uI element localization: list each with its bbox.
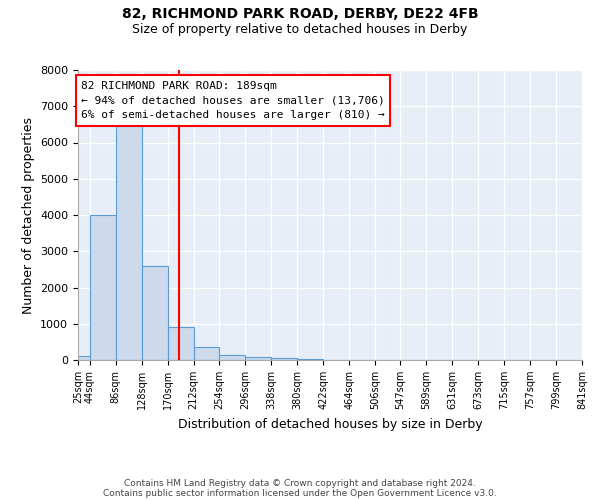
Bar [78, 356, 90, 360]
Bar [245, 357, 271, 360]
Text: 82 RICHMOND PARK ROAD: 189sqm
← 94% of detached houses are smaller (13,706)
6% o: 82 RICHMOND PARK ROAD: 189sqm ← 94% of d… [81, 81, 385, 120]
Bar [167, 328, 193, 360]
Text: Contains public sector information licensed under the Open Government Licence v3: Contains public sector information licen… [103, 488, 497, 498]
Bar [220, 354, 245, 360]
X-axis label: Distribution of detached houses by size in Derby: Distribution of detached houses by size … [178, 418, 482, 430]
Bar [142, 266, 167, 360]
Bar [193, 348, 220, 360]
Y-axis label: Number of detached properties: Number of detached properties [22, 116, 35, 314]
Bar [116, 122, 142, 360]
Bar [90, 215, 116, 360]
Text: 82, RICHMOND PARK ROAD, DERBY, DE22 4FB: 82, RICHMOND PARK ROAD, DERBY, DE22 4FB [122, 8, 478, 22]
Text: Size of property relative to detached houses in Derby: Size of property relative to detached ho… [133, 22, 467, 36]
Bar [271, 358, 297, 360]
Text: Contains HM Land Registry data © Crown copyright and database right 2024.: Contains HM Land Registry data © Crown c… [124, 478, 476, 488]
